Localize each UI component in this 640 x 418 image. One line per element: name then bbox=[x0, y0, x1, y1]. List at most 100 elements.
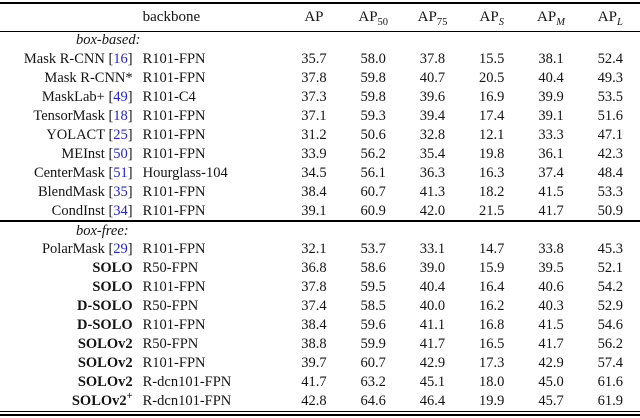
citation-link[interactable]: 50 bbox=[113, 146, 128, 162]
col-header-aps: APS bbox=[479, 8, 504, 28]
metric-value: 58.6 bbox=[360, 260, 386, 276]
col-header-apl: APL bbox=[597, 8, 623, 28]
backbone-cell: R50-FPN bbox=[142, 260, 199, 276]
method-cell: CondInst [34] bbox=[51, 202, 133, 219]
metric-value: 33.9 bbox=[301, 146, 327, 162]
metric-value: 41.7 bbox=[538, 202, 564, 219]
metric-value: 31.2 bbox=[301, 127, 327, 143]
backbone-cell: R101-FPN bbox=[142, 127, 206, 143]
metric-value: 60.9 bbox=[360, 202, 386, 219]
metric-value: 60.7 bbox=[360, 355, 386, 371]
method-cell: Mask R-CNN* bbox=[0, 69, 139, 88]
citation-link[interactable]: 49 bbox=[113, 89, 128, 105]
metric-value: 17.3 bbox=[479, 355, 505, 371]
metric-value: 61.6 bbox=[597, 374, 623, 390]
method-cell: D-SOLO bbox=[0, 297, 139, 316]
method-name: SOLOv2 bbox=[77, 336, 133, 352]
backbone-cell: R101-FPN bbox=[142, 241, 206, 257]
metric-value: 37.8 bbox=[301, 70, 327, 86]
metric-value: 36.3 bbox=[419, 165, 446, 181]
table-row: SOLOv2+ R-dcn101-FPN 42.8 64.6 46.4 19.9 45.7 6… bbox=[0, 391, 640, 411]
bottom-rule bbox=[0, 413, 640, 416]
metric-value: 39.9 bbox=[538, 89, 564, 105]
metric-value: 52.9 bbox=[597, 298, 623, 314]
metric-value: 16.3 bbox=[479, 165, 505, 181]
metric-value: 41.1 bbox=[419, 317, 446, 333]
citation-link[interactable]: 18 bbox=[113, 108, 128, 124]
metric-value: 45.0 bbox=[538, 374, 564, 390]
metric-value: 15.9 bbox=[479, 260, 505, 276]
backbone-cell: Hourglass-104 bbox=[142, 165, 228, 181]
metric-value: 39.5 bbox=[538, 260, 564, 276]
metric-value: 21.5 bbox=[479, 202, 505, 219]
backbone-cell: R101-C4 bbox=[142, 89, 196, 105]
metric-value: 42.8 bbox=[301, 392, 327, 409]
table-row: PolarMask [29] R101-FPN 32.1 53.7 33.1 14.7 33… bbox=[0, 240, 640, 259]
metric-value: 19.9 bbox=[479, 392, 505, 409]
metric-value: 41.7 bbox=[538, 336, 564, 352]
metric-value: 39.7 bbox=[301, 355, 327, 371]
table-row: CenterMask [51] Hourglass-104 34.5 56.1 36.3… bbox=[0, 164, 640, 183]
metric-value: 53.5 bbox=[597, 89, 623, 105]
method-cell: TensorMask [18] bbox=[33, 108, 133, 124]
method-name: SOLO bbox=[92, 279, 133, 295]
metric-value: 54.6 bbox=[597, 317, 623, 333]
table-row: MaskLab+ [49] R101-C4 37.3 59.8 39.6 16.9 39.9… bbox=[0, 88, 640, 107]
method-cell: YOLACT [25] bbox=[46, 127, 133, 143]
metric-value: 38.1 bbox=[538, 51, 564, 67]
metric-value: 46.4 bbox=[419, 392, 446, 409]
table-row: TensorMask [18] R101-FPN 37.1 59.3 39.4 17.4 3… bbox=[0, 107, 640, 126]
metric-value: 45.1 bbox=[419, 374, 446, 390]
backbone-cell: R101-FPN bbox=[142, 355, 206, 371]
metric-value: 38.4 bbox=[301, 317, 327, 333]
metric-value: 54.2 bbox=[597, 279, 623, 295]
method-name: PolarMask bbox=[41, 241, 105, 257]
metric-value: 39.6 bbox=[419, 89, 446, 105]
metric-value: 47.1 bbox=[597, 127, 623, 143]
section-label: box-based: bbox=[76, 32, 141, 49]
metric-value: 20.5 bbox=[479, 70, 505, 86]
metric-value: 45.7 bbox=[538, 392, 564, 409]
metric-value: 35.7 bbox=[301, 51, 327, 67]
table-row: CondInst [34] R101-FPN 39.1 60.9 42.0 21.5 41.… bbox=[0, 202, 640, 221]
method-cell: SOLO bbox=[0, 259, 139, 278]
citation-link[interactable]: 25 bbox=[113, 127, 128, 143]
backbone-cell: R-dcn101-FPN bbox=[142, 392, 232, 409]
metric-value: 16.9 bbox=[479, 89, 505, 105]
metric-value: 64.6 bbox=[360, 392, 386, 409]
citation-link[interactable]: 16 bbox=[113, 51, 128, 67]
col-header-ap: AP bbox=[304, 8, 324, 25]
citation-link[interactable]: 51 bbox=[113, 165, 128, 181]
citation-link[interactable]: 35 bbox=[113, 184, 128, 200]
backbone-cell: R101-FPN bbox=[142, 317, 206, 333]
table-row: BlendMask [35] R101-FPN 38.4 60.7 41.3 18.2 41… bbox=[0, 183, 640, 202]
backbone-cell: R-dcn101-FPN bbox=[142, 374, 232, 390]
section-label: box-free: bbox=[76, 222, 129, 239]
method-name: SOLO bbox=[92, 260, 133, 276]
metric-value: 61.9 bbox=[597, 392, 623, 409]
backbone-cell: R101-FPN bbox=[142, 108, 206, 124]
method-name: BlendMask bbox=[37, 184, 105, 200]
metric-value: 40.4 bbox=[419, 279, 446, 295]
citation-link[interactable]: 34 bbox=[113, 202, 128, 219]
metric-value: 12.1 bbox=[479, 127, 505, 143]
metric-value: 42.9 bbox=[419, 355, 446, 371]
citation-link[interactable]: 29 bbox=[113, 241, 128, 257]
method-name: Mask R-CNN bbox=[23, 51, 105, 67]
metric-value: 38.4 bbox=[301, 184, 327, 200]
metric-value: 34.5 bbox=[301, 165, 327, 181]
method-name: Mask R-CNN* bbox=[44, 70, 133, 86]
col-header-method bbox=[0, 3, 139, 31]
method-cell: Mask R-CNN [16] bbox=[23, 51, 133, 67]
metric-value: 51.6 bbox=[597, 108, 623, 124]
metric-value: 52.1 bbox=[597, 260, 623, 276]
metric-value: 39.0 bbox=[419, 260, 446, 276]
metric-value: 53.7 bbox=[360, 241, 386, 257]
metric-value: 32.8 bbox=[419, 127, 446, 143]
backbone-cell: R101-FPN bbox=[142, 202, 206, 219]
table-row: SOLO R101-FPN 37.8 59.5 40.4 16.4 40.6 54.2 bbox=[0, 278, 640, 297]
metric-value: 40.4 bbox=[538, 70, 564, 86]
metric-value: 36.1 bbox=[538, 146, 564, 162]
metric-value: 16.8 bbox=[479, 317, 505, 333]
